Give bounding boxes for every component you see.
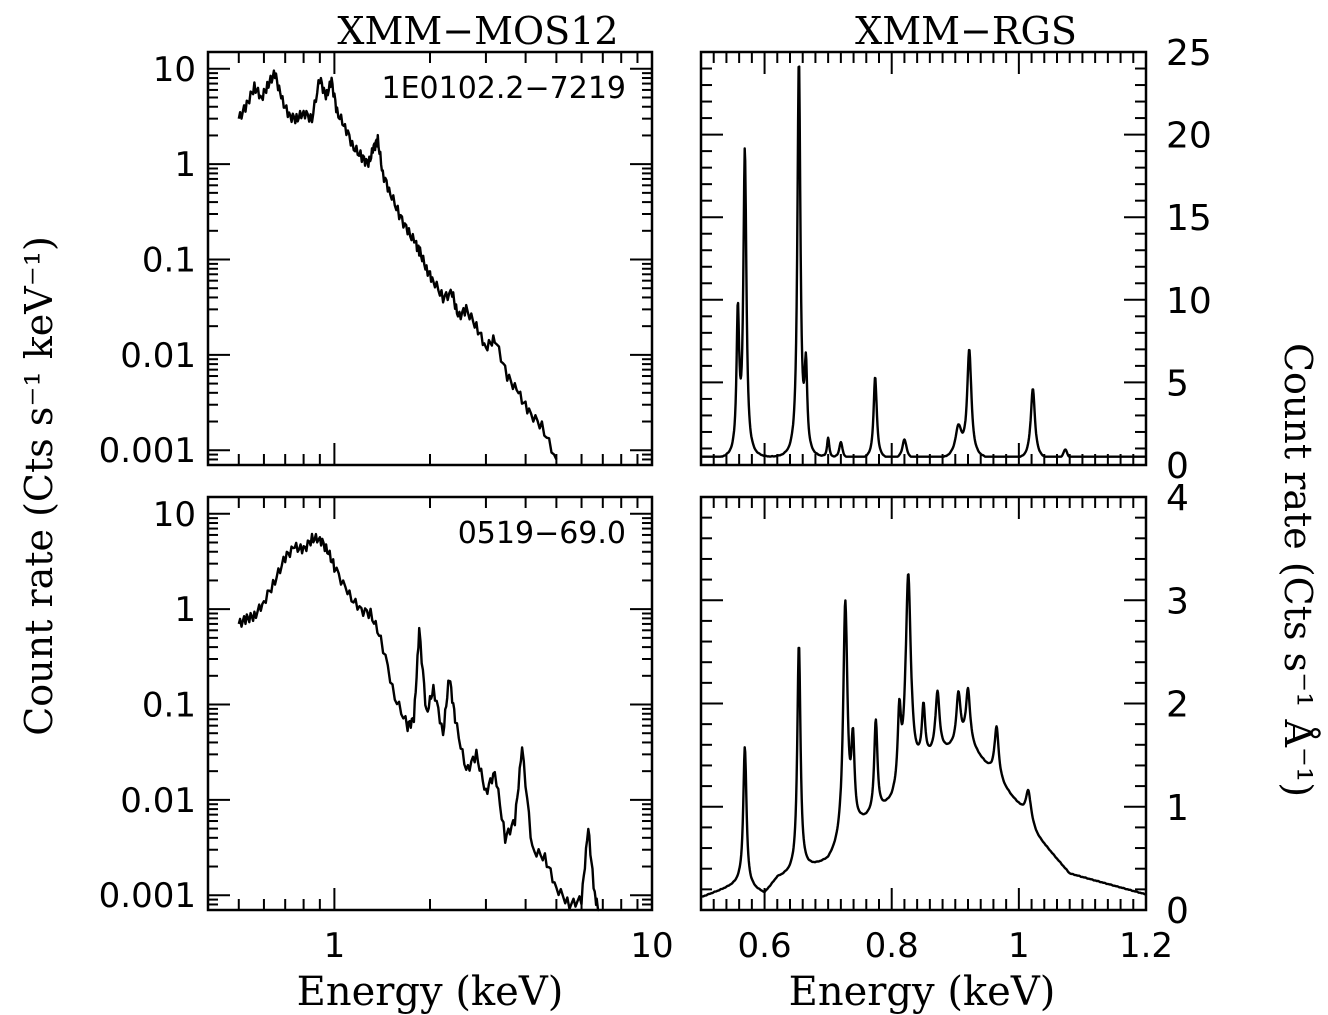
source-annotation: 0519−69.0 xyxy=(458,516,626,551)
spectrum-line xyxy=(237,69,558,461)
y-tick-label: 0.01 xyxy=(120,336,196,376)
plot-frame xyxy=(206,50,654,467)
y-tick-label: 20 xyxy=(1166,116,1212,157)
y-tick-label: 0 xyxy=(1166,891,1189,932)
spectrum-line xyxy=(237,532,600,912)
y-tick-label: 10 xyxy=(153,495,196,535)
y-tick-label: 0 xyxy=(1166,446,1189,487)
left-x-axis-label: Energy (keV) xyxy=(297,969,564,1015)
x-tick-label: 1.2 xyxy=(1119,926,1173,966)
left-y-axis-label: Count rate (Cts s⁻¹ keV⁻¹) xyxy=(17,236,61,736)
spectrum-line xyxy=(700,65,1147,458)
y-tick-label: 0.001 xyxy=(99,431,196,471)
y-tick-label: 15 xyxy=(1166,198,1212,239)
panel-mos-top: 10 1 0.1 0.01 0.001 1E0102.2−7219 xyxy=(99,50,654,471)
y-tick-label: 4 xyxy=(1166,478,1189,519)
left-panel-title: XMM−MOS12 xyxy=(337,9,618,53)
y-tick-label: 3 xyxy=(1166,581,1189,622)
y-tick-label: 0.001 xyxy=(99,876,196,916)
y-tick-label: 0.1 xyxy=(142,686,196,726)
right-y-axis-label: Count rate (Cts s⁻¹ Å⁻¹) xyxy=(1276,343,1320,797)
right-panel-title: XMM−RGS xyxy=(855,9,1077,53)
spectrum-line xyxy=(700,573,1147,898)
panel-mos-bottom: 10 1 0.1 0.01 0.001 1 10 0519−69.0 xyxy=(99,495,674,966)
y-tick-label: 25 xyxy=(1166,33,1212,74)
y-tick-label: 2 xyxy=(1166,685,1189,726)
x-tick-label: 0.8 xyxy=(865,926,919,966)
y-tick-label: 10 xyxy=(153,50,196,90)
y-tick-label: 0.01 xyxy=(120,781,196,821)
x-tick-label: 10 xyxy=(630,926,673,966)
x-tick-label: 1 xyxy=(1008,926,1030,966)
y-tick-label: 1 xyxy=(174,145,196,185)
panel-rgs-top: 0 5 10 15 20 25 xyxy=(699,33,1212,487)
x-tick-label: 1 xyxy=(324,926,346,966)
y-tick-label: 1 xyxy=(174,590,196,630)
source-annotation: 1E0102.2−7219 xyxy=(382,71,627,106)
panel-rgs-bottom: 0 1 2 3 4 0.6 0.8 1 1.2 xyxy=(699,478,1189,966)
y-tick-label: 10 xyxy=(1166,281,1212,322)
y-tick-label: 0.1 xyxy=(142,241,196,281)
plot-frame xyxy=(699,50,1148,467)
right-x-axis-label: Energy (keV) xyxy=(789,969,1056,1015)
x-tick-label: 0.6 xyxy=(738,926,792,966)
y-tick-label: 5 xyxy=(1166,363,1189,404)
y-tick-label: 1 xyxy=(1166,788,1189,829)
